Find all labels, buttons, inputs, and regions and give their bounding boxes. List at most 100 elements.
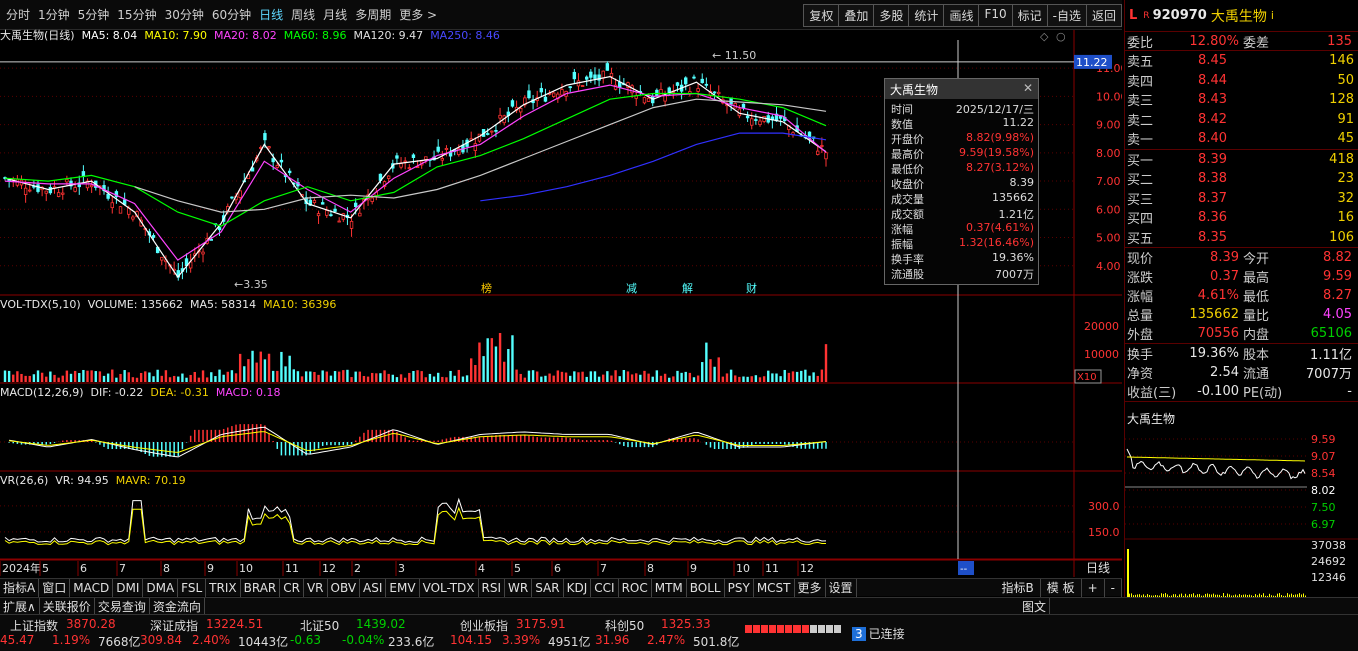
index-name[interactable]: 上证指数 — [10, 619, 59, 633]
popup-value: 9.59(19.58%) — [958, 146, 1034, 159]
period-0[interactable]: 分时 — [6, 8, 31, 22]
volume-bar — [581, 371, 584, 382]
candle-body — [440, 158, 445, 161]
mini-vol-bar — [1301, 594, 1302, 597]
indicator-tab-15[interactable]: WR — [505, 579, 533, 597]
volume-bar — [651, 376, 654, 382]
indicator-tab-16[interactable]: SAR — [532, 579, 564, 597]
indicator-tab-19[interactable]: ROC — [619, 579, 652, 597]
indicator-tab-6[interactable]: TRIX — [206, 579, 241, 597]
volume-bar — [123, 370, 126, 382]
vol-volume: VOLUME: 135662 — [87, 297, 183, 311]
candle-body — [230, 196, 234, 199]
indicator-tab-5[interactable]: FSL — [178, 579, 207, 597]
indicator-tab-17[interactable]: KDJ — [564, 579, 592, 597]
period-6[interactable]: 日线 — [259, 8, 284, 22]
indicator-tab-22[interactable]: PSY — [725, 579, 754, 597]
indicator-tab-25[interactable]: 设置 — [826, 579, 857, 597]
indicator-tab-20[interactable]: MTM — [652, 579, 687, 597]
mini-intraday-chart[interactable]: 9.59 9.07 8.54 8.02 7.50 6.97 37038 24692 12346 — [1125, 427, 1358, 607]
indicator-tab-9[interactable]: VR — [304, 579, 328, 597]
indicator-tab-10[interactable]: OBV — [328, 579, 361, 597]
toolbar-button-1[interactable]: 叠加 — [839, 4, 875, 27]
mini-vol-bar — [1305, 595, 1306, 597]
mini-vol-bar — [1197, 594, 1198, 597]
popup-key: 时间 — [891, 103, 913, 116]
sub-tab-0[interactable]: 扩展∧ — [0, 598, 40, 616]
event-mark[interactable]: 解 — [682, 281, 693, 295]
event-mark[interactable]: 财 — [746, 281, 757, 295]
indicator-tab-13[interactable]: VOL-TDX — [420, 579, 479, 597]
index-name[interactable]: 深证成指 — [150, 619, 199, 633]
indicator-tab-18[interactable]: CCI — [591, 579, 619, 597]
indicator-tab-4[interactable]: DMA — [143, 579, 179, 597]
indicator-tab-14[interactable]: RSI — [479, 579, 506, 597]
toolbar-button-0[interactable]: 复权 — [803, 4, 840, 27]
toolbar-button-6[interactable]: 标记 — [1012, 4, 1048, 27]
period-3[interactable]: 15分钟 — [117, 8, 157, 22]
period-1[interactable]: 1分钟 — [38, 8, 70, 22]
index-name[interactable]: 北证50 — [300, 619, 340, 633]
toolbar-button-4[interactable]: 画线 — [944, 4, 980, 27]
indicator-tab-7[interactable]: BRAR — [241, 579, 281, 597]
order-row: 卖二 8.42 91 — [1125, 110, 1358, 130]
stock-period-label: 大禹生物(日线) — [0, 29, 75, 42]
period-9[interactable]: 多周期 — [355, 8, 392, 22]
period-4[interactable]: 30分钟 — [164, 8, 204, 22]
circle-icon[interactable]: ○ — [1056, 30, 1066, 43]
indicator-tab-23[interactable]: MCST — [754, 579, 795, 597]
period-2[interactable]: 5分钟 — [77, 8, 110, 22]
indicator-tab-8[interactable]: CR — [280, 579, 304, 597]
indicator-right-0[interactable]: 指标B — [996, 579, 1041, 597]
indicator-tab-2[interactable]: MACD — [70, 579, 114, 597]
toolbar-button-5[interactable]: F10 — [979, 4, 1013, 27]
ma20-label: MA20: 8.02 — [214, 28, 277, 42]
indicator-right-3[interactable]: - — [1105, 579, 1122, 597]
breadth-seg — [753, 625, 761, 633]
index-name[interactable]: 创业板指 — [460, 619, 509, 633]
period-8[interactable]: 月线 — [323, 8, 348, 22]
mini-vol-bar — [1283, 595, 1284, 597]
indicator-right-1[interactable]: 模 板 — [1041, 579, 1082, 597]
volume-bar — [746, 376, 749, 382]
diamond-icon[interactable]: ◇ — [1040, 30, 1049, 43]
toolbar-button-7[interactable]: -自选 — [1047, 4, 1087, 27]
indicator-tab-11[interactable]: ASI — [360, 579, 387, 597]
indicator-tab-1[interactable]: 窗口 — [39, 579, 71, 597]
indicator-tab-21[interactable]: BOLL — [687, 579, 725, 597]
volume-bar — [197, 377, 201, 382]
volume-bar — [288, 355, 291, 382]
volume-bar — [284, 366, 287, 382]
vol-ma10: MA10: 36396 — [263, 297, 337, 311]
volume-bar — [276, 370, 279, 382]
volume-bar — [531, 370, 535, 382]
indicator-tab-24[interactable]: 更多 — [795, 579, 826, 597]
period-7[interactable]: 周线 — [291, 8, 316, 22]
volume-bar — [750, 376, 753, 382]
stat-value: 0.37 — [1210, 269, 1239, 284]
event-mark[interactable]: 减 — [626, 282, 637, 295]
mini-vol-bar — [1175, 594, 1176, 597]
indicator-tab-12[interactable]: EMV — [386, 579, 420, 597]
sub-tab-1[interactable]: 关联报价 — [40, 598, 95, 616]
sub-tab-2[interactable]: 交易查询 — [95, 598, 150, 616]
sub-tab-3[interactable]: 资金流向 — [150, 598, 205, 616]
period-10[interactable]: 更多 > — [399, 8, 438, 22]
toolbar-button-3[interactable]: 统计 — [909, 4, 945, 27]
connection-status[interactable]: 3 已连接 — [852, 625, 905, 642]
mini-vol-bar — [1299, 593, 1300, 597]
popup-rows: 时间 2025/12/17/三 数值 11.22 开盘价 8.82(9.98%) 最高价 9.… — [885, 99, 1038, 281]
graphic-tab[interactable]: 图文 — [1019, 598, 1050, 616]
toolbar-button-2[interactable]: 多股 — [874, 4, 910, 27]
toolbar-button-8[interactable]: 返回 — [1086, 4, 1122, 27]
event-mark[interactable]: 榜 — [481, 281, 492, 295]
period-5[interactable]: 60分钟 — [211, 8, 252, 22]
indicator-tab-3[interactable]: DMI — [113, 579, 144, 597]
index-amount: 233.6亿 — [388, 635, 435, 649]
info-icon[interactable]: i — [1270, 9, 1274, 22]
mini-vol-bar — [1217, 594, 1218, 597]
close-icon[interactable]: ✕ — [1022, 81, 1033, 95]
indicator-right-2[interactable]: + — [1082, 579, 1105, 597]
indicator-tab-0[interactable]: 指标A — [0, 579, 40, 597]
index-name[interactable]: 科创50 — [605, 619, 645, 633]
